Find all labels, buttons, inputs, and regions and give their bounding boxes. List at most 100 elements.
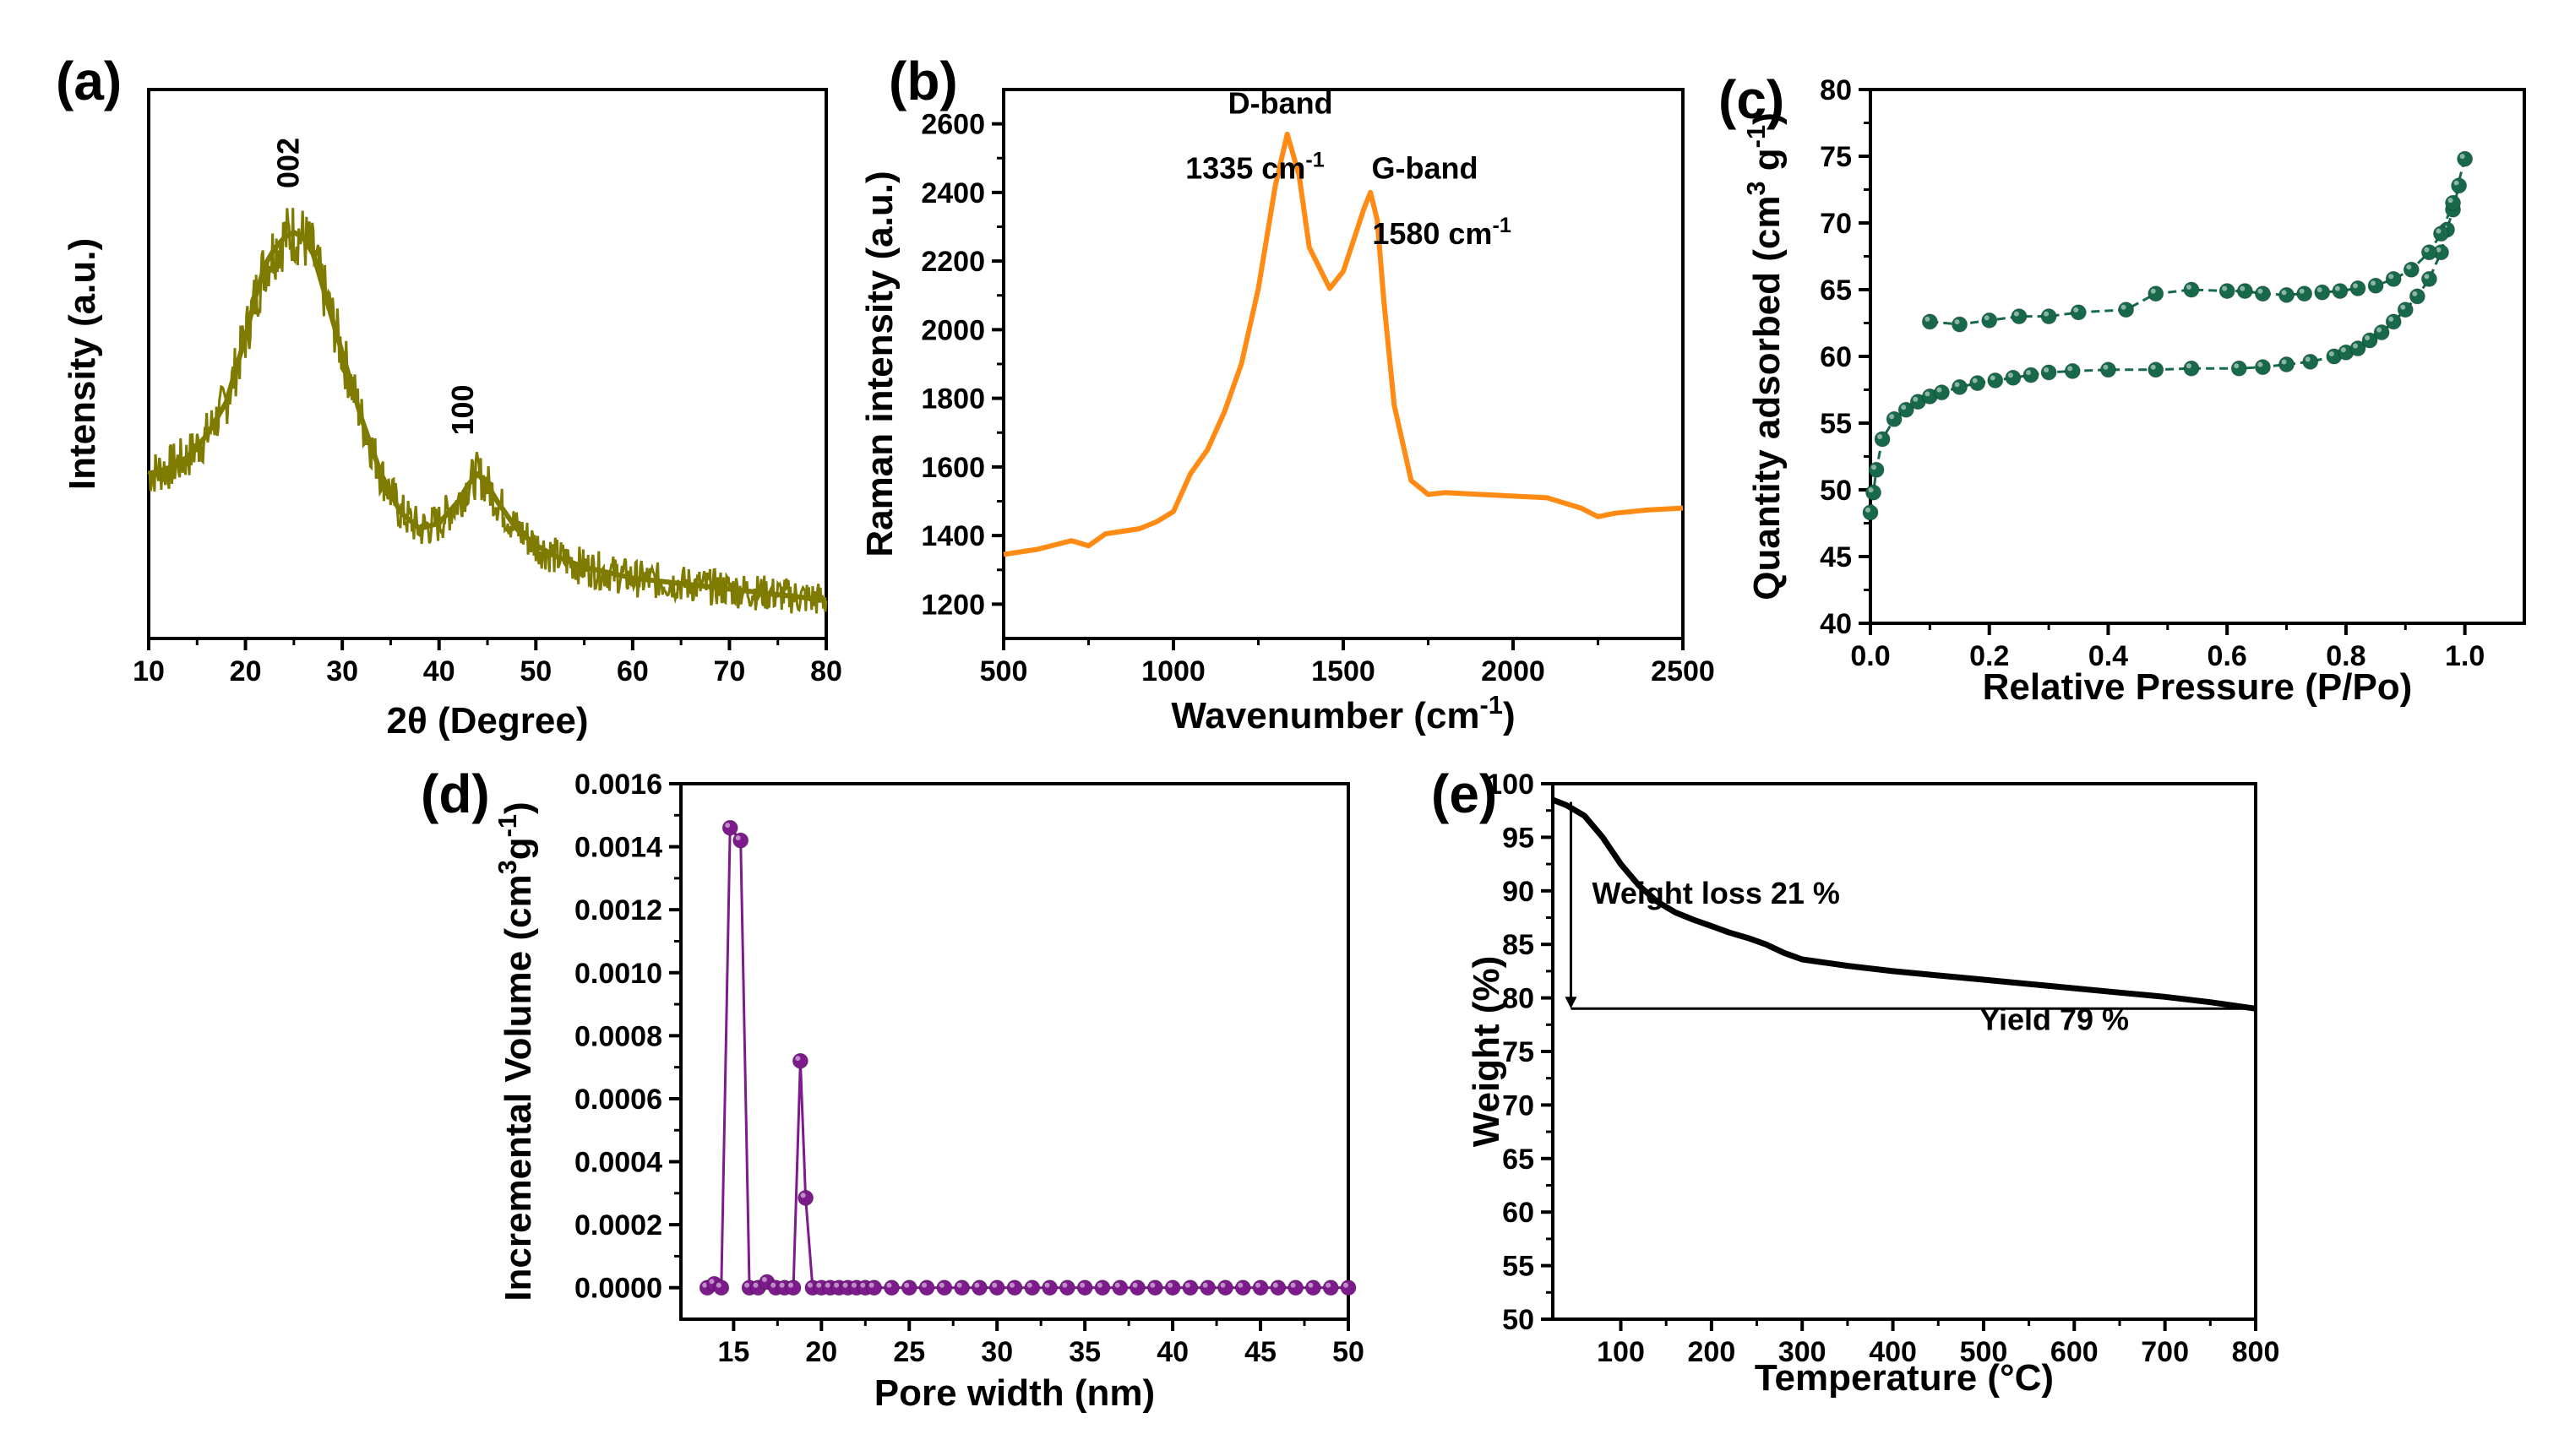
- x-tick-label: 60: [617, 655, 649, 687]
- annotation: D-band: [1228, 85, 1333, 120]
- data-point-highlight: [1871, 465, 1877, 470]
- data-point-highlight: [1326, 1282, 1331, 1288]
- data-point-highlight: [2007, 372, 2013, 378]
- data-point-highlight: [2371, 280, 2376, 286]
- x-tick-label: 15: [717, 1336, 749, 1368]
- y-tick-label: 2600: [921, 109, 985, 141]
- data-point: [1112, 1279, 1129, 1296]
- x-tick-label: 100: [1597, 1336, 1645, 1368]
- superscript: -1: [1492, 214, 1511, 237]
- y-tick-label: 55: [1502, 1251, 1534, 1283]
- data-point-highlight: [2316, 287, 2322, 293]
- y-tick-label: 1800: [921, 383, 985, 416]
- y-tick-label: 50: [1820, 475, 1852, 507]
- series-noise: [147, 208, 828, 614]
- series-line: [1930, 158, 2467, 326]
- y-tick-label: 75: [1820, 141, 1852, 173]
- data-point: [2040, 364, 2057, 381]
- data-point: [1952, 378, 1968, 395]
- text-run: ): [498, 801, 539, 814]
- y-tick-label: 0.0000: [574, 1273, 662, 1305]
- data-point: [2397, 302, 2414, 318]
- x-tick-label: 0.8: [2326, 640, 2365, 672]
- data-point: [1933, 384, 1950, 401]
- data-point-highlight: [1889, 414, 1895, 420]
- data-point: [1234, 1279, 1251, 1296]
- data-point-highlight: [761, 1276, 767, 1282]
- data-point: [2420, 270, 2437, 287]
- data-point: [2183, 360, 2200, 377]
- data-point: [1987, 372, 2004, 388]
- y-tick-label: 2400: [921, 177, 985, 209]
- data-point: [2445, 194, 2462, 211]
- data-point: [2296, 285, 2313, 302]
- y-axis-label: Intensity (a.u.): [62, 238, 103, 490]
- data-point: [866, 1279, 883, 1296]
- data-point: [988, 1279, 1005, 1296]
- data-point: [2302, 353, 2319, 370]
- x-tick-label: 30: [981, 1336, 1013, 1368]
- data-point: [1006, 1279, 1023, 1296]
- data-point-highlight: [2412, 291, 2418, 296]
- annotation: 1335 cm-1: [1185, 149, 1325, 186]
- data-point: [1164, 1279, 1181, 1296]
- y-axis-label: Weight (%): [1466, 956, 1507, 1148]
- y-tick-label: 65: [1820, 274, 1852, 307]
- x-tick-label: 10: [133, 655, 165, 687]
- x-tick-label: 2000: [1481, 655, 1545, 687]
- data-point-highlight: [1877, 433, 1883, 439]
- data-point-highlight: [2257, 288, 2263, 294]
- data-point-highlight: [2459, 154, 2465, 160]
- x-tick-label: 0.6: [2208, 640, 2247, 672]
- text-run: g: [498, 837, 539, 860]
- data-point: [2409, 288, 2425, 305]
- x-tick-label: 200: [1688, 1336, 1736, 1368]
- plot-frame: [1551, 782, 2257, 1321]
- data-point-highlight: [1044, 1282, 1050, 1288]
- data-point: [1921, 313, 1938, 330]
- data-point: [785, 1279, 802, 1296]
- data-point: [971, 1279, 988, 1296]
- data-point-highlight: [1062, 1282, 1068, 1288]
- data-point-highlight: [2436, 247, 2442, 253]
- data-point: [2254, 285, 2271, 302]
- y-tick-label: 75: [1502, 1036, 1534, 1068]
- y-tick-label: 50: [1502, 1304, 1534, 1336]
- data-point: [2385, 270, 2402, 287]
- data-point: [2278, 286, 2295, 303]
- data-point-highlight: [2436, 228, 2442, 234]
- data-point: [1981, 312, 1998, 329]
- annotation: Weight loss 21 %: [1592, 876, 1840, 910]
- x-tick-label: 70: [714, 655, 746, 687]
- data-point-highlight: [1954, 319, 1960, 325]
- panel-b: 500 1000 1500 2000 2500 1200 1400 1600 1800 2000 2…: [859, 51, 1715, 736]
- data-point-highlight: [1308, 1282, 1314, 1288]
- data-point: [2148, 285, 2164, 302]
- plot-frame: [1002, 88, 1685, 640]
- data-point: [1868, 461, 1885, 478]
- data-point-highlight: [735, 835, 741, 841]
- data-point-highlight: [2340, 347, 2346, 353]
- data-point-highlight: [2424, 247, 2430, 253]
- data-point-highlight: [2376, 327, 2382, 333]
- data-point-highlight: [2013, 311, 2019, 317]
- data-point: [1042, 1279, 1059, 1296]
- data-point: [2230, 360, 2247, 377]
- y-tick-label: 1400: [921, 520, 985, 552]
- data-point: [2349, 280, 2366, 296]
- data-point: [2367, 277, 2384, 294]
- series-line: [148, 230, 827, 603]
- data-point: [1288, 1279, 1304, 1296]
- data-point-highlight: [2281, 290, 2287, 296]
- x-tick-label: 0.2: [1969, 640, 2009, 672]
- x-tick-label: 0.0: [1850, 640, 1890, 672]
- series-line: [1003, 131, 1684, 557]
- data-point-highlight: [1220, 1282, 1226, 1288]
- y-tick-label: 0.0002: [574, 1209, 662, 1241]
- data-point: [1059, 1279, 1075, 1296]
- data-point-highlight: [2453, 180, 2459, 186]
- y-tick-label: 2000: [921, 314, 985, 346]
- panel-label: (d): [421, 763, 490, 824]
- text-run: ): [1503, 695, 1516, 736]
- data-point-highlight: [725, 823, 731, 829]
